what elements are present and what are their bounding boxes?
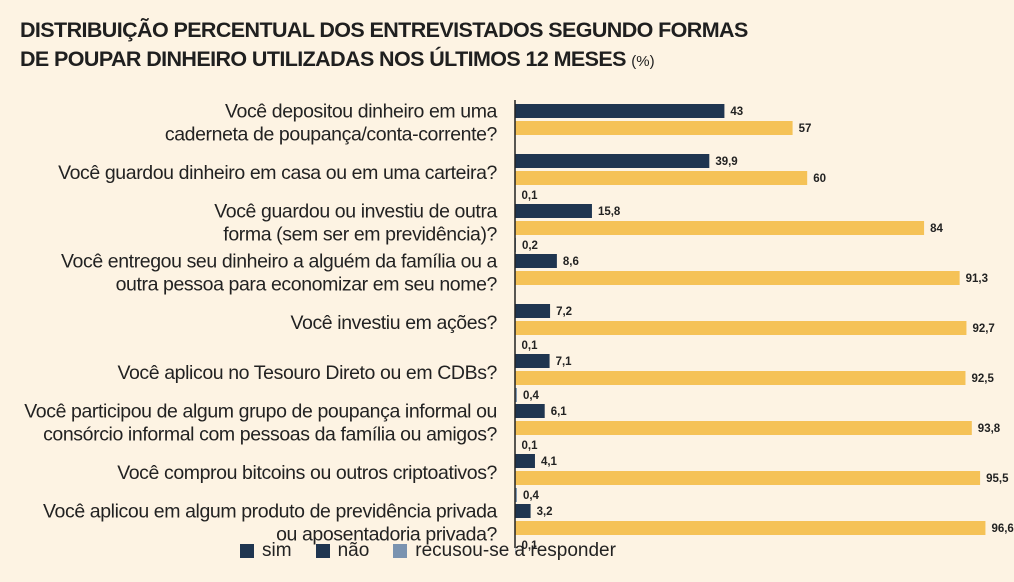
- data-label: 3,2: [537, 506, 553, 518]
- bar-recusou: [515, 388, 517, 402]
- category-label: consórcio informal com pessoas da famíli…: [43, 424, 497, 446]
- data-label: 95,5: [986, 473, 1009, 485]
- category-label: Você depositou dinheiro em uma: [225, 101, 498, 123]
- category-label: Você guardou dinheiro em casa ou em uma …: [58, 162, 497, 184]
- data-label: 7,2: [556, 306, 572, 318]
- data-label: 60: [813, 173, 826, 185]
- bar-nao: [515, 321, 967, 335]
- category-label: Você participou de algum grupo de poupan…: [24, 401, 497, 423]
- data-label: 0,1: [521, 340, 538, 352]
- bar-nao: [515, 221, 925, 235]
- bar-nao: [515, 421, 972, 435]
- category-label: outra pessoa para economizar em seu nome…: [116, 274, 498, 296]
- category-label: forma (sem ser em previdência)?: [223, 224, 497, 246]
- data-label: 15,8: [598, 206, 621, 218]
- legend-item-nao: não: [315, 540, 370, 562]
- data-label: 0,1: [521, 440, 538, 452]
- data-label: 39,9: [715, 156, 737, 168]
- legend-label-nao: não: [337, 540, 370, 561]
- data-label: 0,1: [521, 540, 538, 552]
- legend-label-sim: sim: [262, 540, 292, 561]
- bar-sim: [515, 304, 551, 318]
- bar-nao: [515, 121, 793, 135]
- bar-recusou: [515, 488, 517, 502]
- bar-nao: [515, 371, 966, 385]
- legend-label-recusou: recusou-se a responder: [415, 540, 616, 561]
- category-label: Você guardou ou investiu de outra: [214, 201, 497, 223]
- legend-swatch-recusou: [393, 544, 408, 558]
- legend-item-sim: sim: [240, 540, 292, 562]
- legend-item-recusou: recusou-se a responder: [393, 540, 616, 562]
- bar-sim: [515, 404, 545, 418]
- category-label: Você comprou bitcoins ou outros criptoat…: [117, 462, 497, 484]
- data-label: 0,4: [523, 390, 540, 402]
- bar-nao: [515, 271, 960, 285]
- legend-swatch-nao: [315, 544, 330, 558]
- data-label: 96,6: [991, 523, 1013, 535]
- chart-legend: sim não recusou-se a responder: [240, 540, 616, 562]
- category-label: Você entregou seu dinheiro a alguém da f…: [61, 251, 498, 273]
- data-label: 93,8: [978, 423, 1001, 435]
- bar-nao: [515, 521, 986, 535]
- data-label: 92,5: [971, 373, 994, 385]
- bar-sim: [515, 504, 531, 518]
- data-label: 4,1: [541, 456, 558, 468]
- bar-sim: [515, 354, 550, 368]
- bar-nao: [515, 171, 808, 185]
- data-label: 57: [799, 123, 812, 135]
- bar-sim: [515, 454, 535, 468]
- chart-title-unit: (%): [631, 53, 655, 70]
- data-label: 7,1: [556, 356, 573, 368]
- category-label: Você investiu em ações?: [290, 312, 497, 334]
- data-label: 92,7: [972, 323, 994, 335]
- data-label: 43: [730, 106, 743, 118]
- category-label: Você aplicou no Tesouro Direto ou em CDB…: [117, 362, 497, 384]
- data-label: 84: [930, 223, 943, 235]
- data-label: 0,1: [521, 190, 538, 202]
- chart-title: DISTRIBUIÇÃO PERCENTUAL DOS ENTREVISTADO…: [20, 16, 748, 76]
- data-label: 0,4: [523, 490, 540, 502]
- bar-sim: [515, 254, 557, 268]
- data-label: 6,1: [551, 406, 568, 418]
- category-label: ou aposentadoria privada?: [276, 524, 497, 546]
- data-label: 91,3: [966, 273, 988, 285]
- data-label: 8,6: [563, 256, 579, 268]
- category-label: caderneta de poupança/conta-corrente?: [165, 124, 498, 146]
- bar-sim: [515, 154, 710, 168]
- bar-sim: [515, 204, 592, 218]
- bar-nao: [515, 471, 981, 485]
- chart-title-line1: DISTRIBUIÇÃO PERCENTUAL DOS ENTREVISTADO…: [20, 18, 748, 42]
- legend-swatch-sim: [240, 544, 254, 558]
- data-label: 0,2: [522, 240, 538, 252]
- bar-sim: [515, 104, 725, 118]
- chart-title-line2: DE POUPAR DINHEIRO UTILIZADAS NOS ÚLTIMO…: [20, 47, 627, 71]
- category-label: Você aplicou em algum produto de previdê…: [43, 501, 498, 523]
